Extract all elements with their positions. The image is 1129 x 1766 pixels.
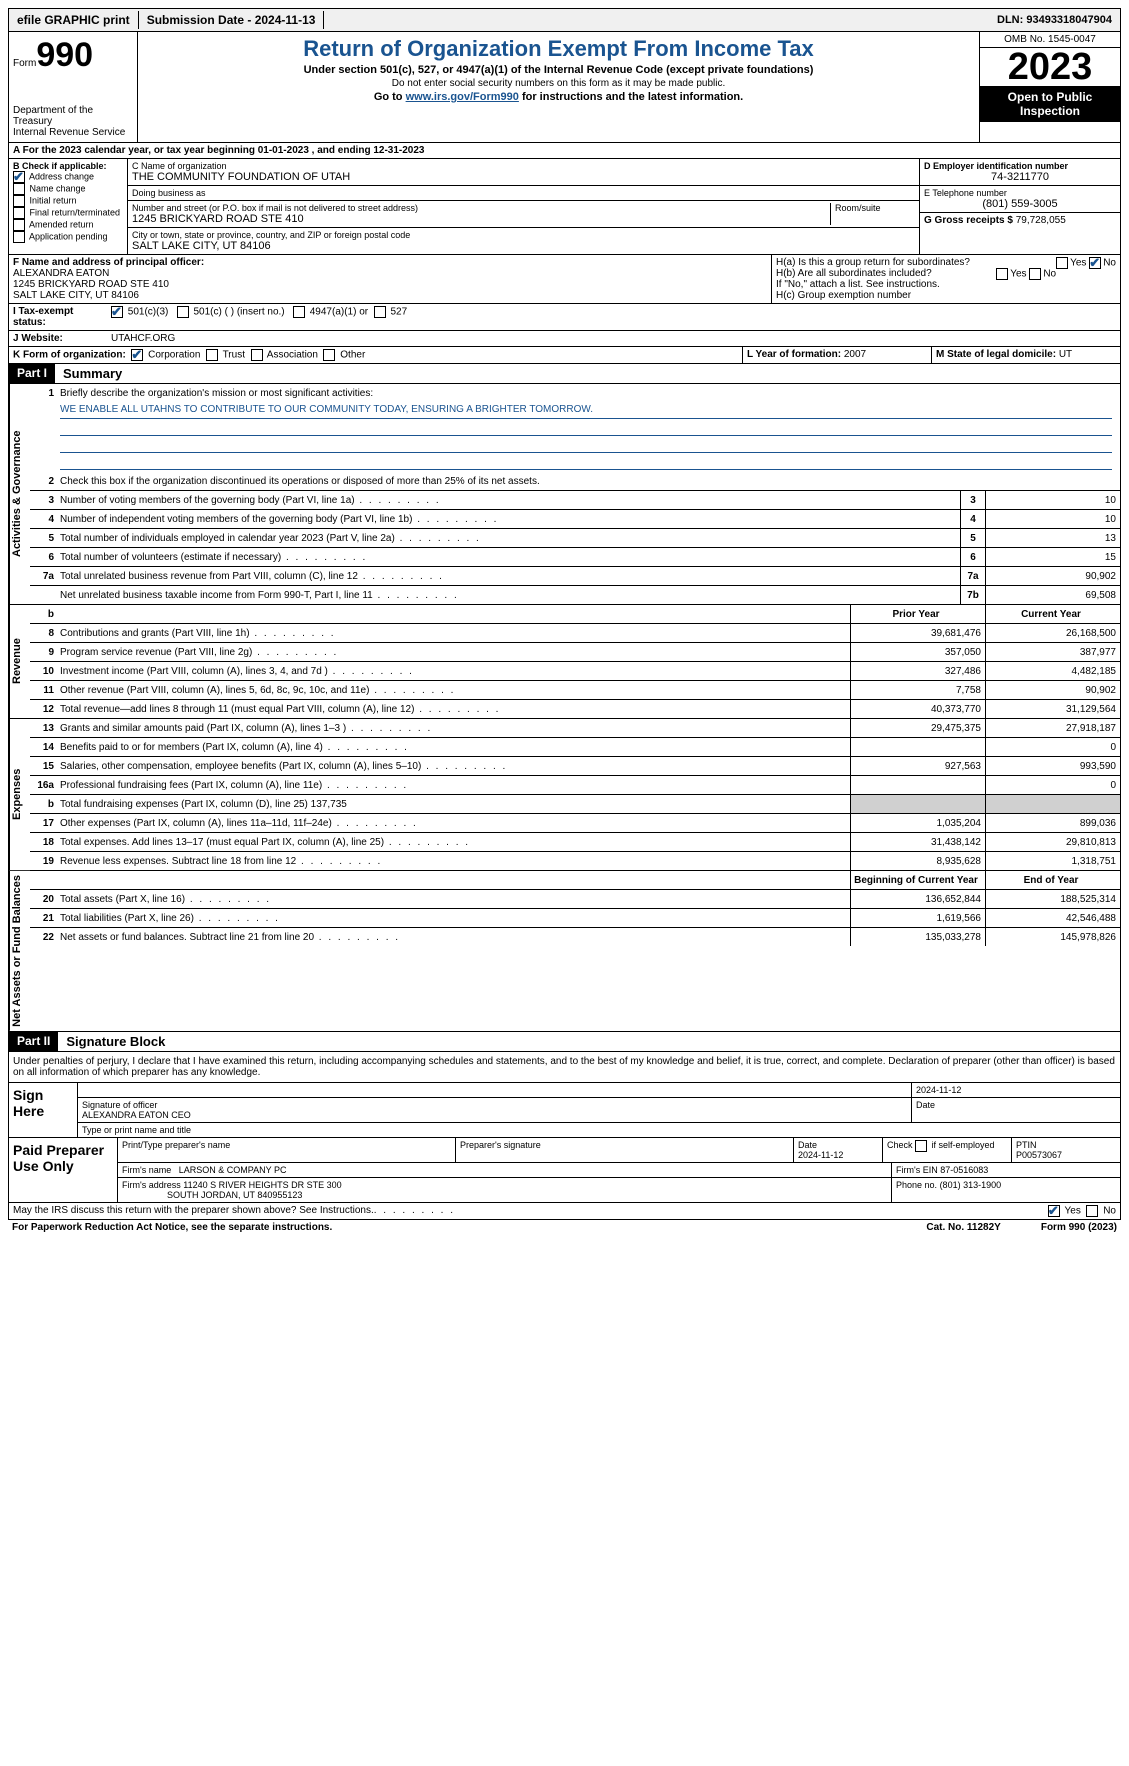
section-c: C Name of organizationTHE COMMUNITY FOUN…: [128, 159, 919, 254]
form-number: 990: [36, 36, 93, 74]
org-name: THE COMMUNITY FOUNDATION OF UTAH: [132, 171, 915, 183]
signature-block: Under penalties of perjury, I declare th…: [8, 1052, 1121, 1203]
governance-label: Activities & Governance: [9, 384, 30, 604]
paid-preparer-label: Paid Preparer Use Only: [9, 1138, 118, 1202]
governance-section: Activities & Governance 1Briefly describ…: [8, 384, 1121, 605]
discuss-no[interactable]: [1086, 1205, 1098, 1217]
phone: (801) 559-3005: [924, 198, 1116, 210]
ha-yes[interactable]: [1056, 257, 1068, 269]
form-label: Form: [13, 58, 36, 69]
expenses-section: Expenses 13Grants and similar amounts pa…: [8, 719, 1121, 871]
b-check-1[interactable]: [13, 183, 25, 195]
line-a: A For the 2023 calendar year, or tax yea…: [8, 143, 1121, 159]
ein: 74-3211770: [924, 171, 1116, 183]
section-j: J Website: UTAHCF.ORG: [8, 331, 1121, 347]
section-b: B Check if applicable: Address change Na…: [9, 159, 128, 254]
section-fh: F Name and address of principal officer:…: [8, 255, 1121, 304]
b-check-3[interactable]: [13, 207, 25, 219]
irs-link[interactable]: www.irs.gov/Form990: [406, 91, 519, 103]
section-d: D Employer identification number74-32117…: [919, 159, 1120, 254]
revenue-label: Revenue: [9, 605, 30, 718]
gross-receipts: 79,728,055: [1016, 215, 1066, 226]
form-title: Return of Organization Exempt From Incom…: [142, 36, 975, 62]
irs-label: Internal Revenue Service: [13, 127, 133, 138]
section-klm: K Form of organization: Corporation Trus…: [8, 347, 1121, 364]
ssn-warning: Do not enter social security numbers on …: [142, 78, 975, 89]
section-f: F Name and address of principal officer:…: [9, 255, 771, 303]
hb-yes[interactable]: [996, 268, 1008, 280]
top-toolbar: efile GRAPHIC print Submission Date - 20…: [8, 8, 1121, 32]
page-footer: For Paperwork Reduction Act Notice, see …: [8, 1220, 1121, 1235]
expenses-label: Expenses: [9, 719, 30, 870]
efile-button[interactable]: efile GRAPHIC print: [9, 11, 139, 29]
website: UTAHCF.ORG: [107, 331, 1120, 346]
ha-no[interactable]: [1089, 257, 1101, 269]
dept-treasury: Department of the Treasury: [13, 105, 133, 127]
hb-no[interactable]: [1029, 268, 1041, 280]
b-check-0[interactable]: [13, 171, 25, 183]
sign-here-label: Sign Here: [9, 1083, 78, 1137]
mission-text: WE ENABLE ALL UTAHNS TO CONTRIBUTE TO OU…: [60, 404, 1112, 419]
501c3-check[interactable]: [111, 306, 123, 318]
netassets-label: Net Assets or Fund Balances: [9, 871, 30, 1031]
instructions-link-row: Go to www.irs.gov/Form990 for instructio…: [142, 91, 975, 103]
org-city: SALT LAKE CITY, UT 84106: [132, 240, 915, 252]
form-header: Form990 Department of the Treasury Inter…: [8, 32, 1121, 143]
dln: DLN: 93493318047904: [997, 14, 1120, 26]
submission-date: Submission Date - 2024-11-13: [139, 11, 325, 29]
declaration: Under penalties of perjury, I declare th…: [9, 1052, 1120, 1082]
section-bcd: B Check if applicable: Address change Na…: [8, 159, 1121, 255]
org-street: 1245 BRICKYARD ROAD STE 410: [132, 213, 830, 225]
discuss-row: May the IRS discuss this return with the…: [8, 1203, 1121, 1220]
revenue-section: Revenue bPrior YearCurrent Year 8Contrib…: [8, 605, 1121, 719]
netassets-section: Net Assets or Fund Balances Beginning of…: [8, 871, 1121, 1032]
corp-check[interactable]: [131, 349, 143, 361]
part1-header: Part I Summary: [8, 364, 1121, 384]
b-check-5[interactable]: [13, 231, 25, 243]
b-check-4[interactable]: [13, 219, 25, 231]
section-h: H(a) Is this a group return for subordin…: [771, 255, 1120, 303]
tax-year: 2023: [980, 48, 1120, 86]
discuss-yes[interactable]: [1048, 1205, 1060, 1217]
b-check-2[interactable]: [13, 195, 25, 207]
form-subtitle: Under section 501(c), 527, or 4947(a)(1)…: [142, 64, 975, 76]
section-ij: I Tax-exempt status: 501(c)(3) 501(c) ( …: [8, 304, 1121, 331]
open-public: Open to Public Inspection: [980, 86, 1120, 122]
part2-header: Part II Signature Block: [8, 1032, 1121, 1052]
